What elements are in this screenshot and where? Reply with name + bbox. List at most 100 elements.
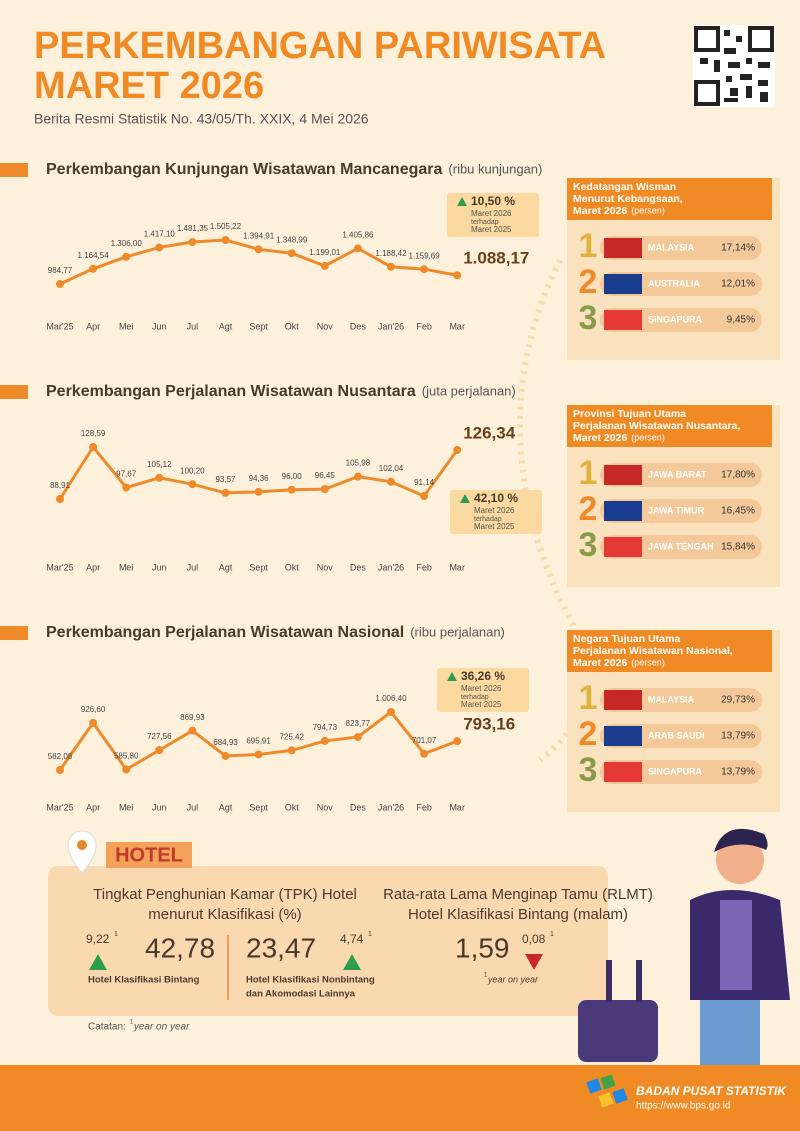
qr-finder xyxy=(694,80,720,106)
logo-part xyxy=(586,1078,602,1094)
section-marker xyxy=(0,385,28,399)
chart-unit: (ribu perjalanan) xyxy=(410,624,505,639)
flag xyxy=(604,274,642,294)
metric-change: 0,08 xyxy=(522,932,546,946)
value-label: 582,08 xyxy=(48,752,73,761)
point xyxy=(420,749,429,758)
value-label: 1.481,35 xyxy=(177,224,209,233)
point xyxy=(420,492,429,501)
rank: 3 xyxy=(579,299,598,337)
metric-change: 9,22 xyxy=(86,932,110,946)
rank: 3 xyxy=(579,526,598,564)
suitcase-handle xyxy=(606,960,612,1002)
x-tick-label: Okt xyxy=(285,321,300,331)
value-label: 727,56 xyxy=(147,732,172,741)
x-tick-label: Mei xyxy=(119,562,134,572)
chart-title: Perkembangan Perjalanan Wisatawan Nusant… xyxy=(46,383,416,400)
x-tick-label: Jan'26 xyxy=(378,562,404,572)
x-tick-label: Apr xyxy=(86,802,100,812)
x-tick-label: Sept xyxy=(249,802,268,812)
value-label: 1.394,91 xyxy=(243,231,275,240)
traveler-illustration xyxy=(578,828,790,1065)
x-tick-label: Feb xyxy=(416,321,432,331)
up-arrow xyxy=(343,954,361,970)
x-tick-label: Apr xyxy=(86,562,100,572)
footnote-mark: 1 xyxy=(114,931,118,938)
flag xyxy=(604,726,642,746)
x-tick-label: Des xyxy=(350,802,367,812)
x-tick-label: Agt xyxy=(219,321,233,331)
x-tick-label: Jun xyxy=(152,802,167,812)
value-label: 1.088,17 xyxy=(463,249,529,268)
item-share: 15,84% xyxy=(721,542,755,553)
x-tick-label: Jul xyxy=(187,802,199,812)
value-label: 1.505,22 xyxy=(210,222,242,231)
panel-title: Kedatangan Wisman xyxy=(573,181,676,193)
change-note: terhadap xyxy=(461,694,489,701)
point xyxy=(155,243,164,252)
change-note: Maret 2026 xyxy=(474,506,515,515)
item-name: AUSTRALIA xyxy=(648,278,700,288)
rlmt-note: year on year xyxy=(487,974,539,984)
logo-part xyxy=(612,1088,628,1104)
qr-finder xyxy=(748,26,774,52)
x-tick-label: Des xyxy=(350,321,367,331)
point xyxy=(89,718,98,727)
value-label: 695,91 xyxy=(246,737,271,746)
x-tick-label: Des xyxy=(350,562,367,572)
point xyxy=(254,487,263,496)
point xyxy=(387,262,395,271)
flag xyxy=(604,762,642,782)
value-label: 94,36 xyxy=(249,474,270,483)
item-share: 17,14% xyxy=(721,243,755,254)
point xyxy=(221,236,230,244)
change-note: Maret 2026 xyxy=(471,209,512,218)
up-arrow xyxy=(457,197,467,206)
suitcase-handle xyxy=(636,960,642,1002)
x-tick-label: Agt xyxy=(219,562,233,572)
title: MARET 2026 xyxy=(34,65,264,107)
flag xyxy=(604,537,642,557)
x-tick-label: Nov xyxy=(317,321,334,331)
point xyxy=(453,737,462,746)
subtitle: Berita Resmi Statistik No. 43/05/Th. XXI… xyxy=(34,111,369,127)
metric-value: 1,59 xyxy=(455,932,510,963)
value-label: 794,73 xyxy=(313,723,338,732)
item-name: MALAYSIA xyxy=(648,694,695,704)
item-name: MALAYSIA xyxy=(648,242,695,252)
x-tick-label: Mei xyxy=(119,321,134,331)
value-label: 93,57 xyxy=(215,475,236,484)
x-tick-label: Mar'25 xyxy=(46,321,73,331)
point xyxy=(56,495,64,503)
value-label: 926,60 xyxy=(81,705,106,714)
item-name: SINGAPURA xyxy=(648,314,703,324)
hotel-badge-bg xyxy=(106,842,192,868)
change-note: terhadap xyxy=(471,219,499,226)
panel-title: Perjalanan Wisatawan Nusantara, xyxy=(573,420,740,432)
value-label: 128,59 xyxy=(81,429,106,438)
x-tick-label: Jul xyxy=(187,321,199,331)
point xyxy=(56,766,64,774)
section-marker xyxy=(0,626,28,640)
tpk-title: Tingkat Penghunian Kamar (TPK) Hotel xyxy=(93,886,357,903)
rank: 1 xyxy=(579,454,598,492)
rank: 2 xyxy=(579,715,598,753)
item-name: JAWA TENGAH xyxy=(648,541,714,551)
metric-change: 4,74 xyxy=(340,932,364,946)
item-share: 13,79% xyxy=(721,767,755,778)
metric-value: 23,47 xyxy=(246,932,316,963)
change-note: Maret 2026 xyxy=(461,684,502,693)
point xyxy=(320,485,329,494)
catatan: Catatan: xyxy=(88,1022,126,1033)
point xyxy=(89,264,98,273)
footnote-mark: 1 xyxy=(550,931,554,938)
x-tick-label: Mar xyxy=(449,802,465,812)
point xyxy=(287,485,296,494)
value-label: 97,67 xyxy=(116,470,137,479)
suitcase xyxy=(578,1000,658,1062)
x-tick-label: Mar'25 xyxy=(46,562,73,572)
section-marker xyxy=(0,163,28,177)
x-tick-label: Okt xyxy=(285,802,300,812)
